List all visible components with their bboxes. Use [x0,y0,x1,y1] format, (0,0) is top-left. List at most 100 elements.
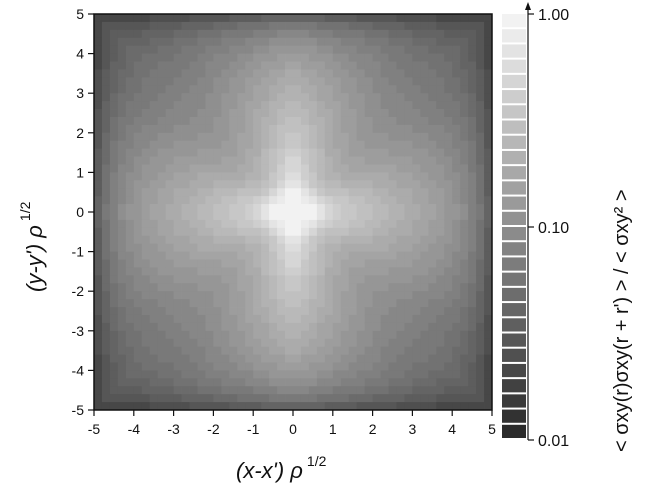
heatmap-cell [436,14,445,23]
heatmap-cell [412,259,421,268]
heatmap-cell [285,267,294,276]
heatmap-cell [468,314,477,324]
heatmap-cell [157,204,167,213]
heatmap-cell [293,227,302,237]
heatmap-cell [396,362,405,371]
heatmap-cell [261,338,270,348]
heatmap-cell [101,45,111,54]
heatmap-cell [173,283,182,292]
heatmap-cell [229,21,238,31]
heatmap-cell [436,61,445,70]
heatmap-cell [213,267,222,276]
heatmap-cell [221,140,230,150]
heatmap-cell [245,61,254,70]
heatmap-cell [468,386,477,395]
heatmap-cell [213,45,222,54]
heatmap-cell [133,156,143,165]
heatmap-cell [452,346,461,355]
heatmap-cell [372,267,381,276]
heatmap-cell [380,85,389,94]
heatmap-cell [277,37,286,47]
heatmap-cell [348,212,358,221]
heatmap-cell [332,267,342,276]
heatmap-cell [388,219,397,229]
heatmap-cell [269,101,278,110]
heatmap-cell [245,267,254,276]
heatmap-cell [436,386,445,395]
heatmap-cell [285,140,294,150]
heatmap-cell [364,291,373,300]
heatmap-cell [332,322,342,332]
heatmap-cell [300,212,310,221]
heatmap-cell [189,14,198,23]
heatmap-cell [205,29,214,39]
heatmap-cell [245,212,254,221]
heatmap-cell [300,378,310,387]
heatmap-cell [117,267,127,276]
heatmap-cell [165,370,174,379]
y-tick-label: 5 [76,6,84,22]
heatmap-cell [189,394,198,403]
heatmap-cell [197,37,206,47]
heatmap-cell [253,77,262,86]
heatmap-cell [300,116,310,126]
heatmap-cell [396,235,405,245]
heatmap-cell [181,69,190,78]
heatmap-cell [436,275,445,284]
heatmap-cell [181,164,190,173]
heatmap-cell [141,259,151,268]
heatmap-cell [117,299,127,308]
colorbar-swatch [502,272,526,286]
heatmap-cell [269,283,278,292]
heatmap-cell [285,283,294,292]
heatmap-cell [348,37,358,47]
heatmap-cell [205,386,214,395]
heatmap-cell [388,180,397,189]
heatmap-cell [300,109,310,118]
heatmap-cell [444,37,453,47]
heatmap-cell [428,21,437,31]
heatmap-cell [300,196,310,205]
heatmap-cell [404,148,413,157]
heatmap-cell [332,283,342,292]
heatmap-cell [372,69,381,78]
heatmap-cell [197,338,206,348]
heatmap-cell [324,14,334,23]
heatmap-cell [404,180,413,189]
heatmap-cell [261,346,270,355]
heatmap-cell [396,354,405,363]
heatmap-cell [253,29,262,39]
heatmap-cell [181,212,190,221]
heatmap-cell [468,354,477,363]
heatmap-cell [189,243,198,252]
heatmap-cell [285,172,294,181]
heatmap-cell [404,227,413,237]
heatmap-cell [205,338,214,348]
heatmap-cell [380,14,389,23]
heatmap-cell [452,196,461,205]
heatmap-cell [133,402,143,411]
heatmap-cell [332,45,342,54]
heatmap-cell [109,322,119,332]
heatmap-cell [101,227,111,237]
heatmap-cell [253,85,262,94]
heatmap-cell [253,69,262,78]
heatmap-cell [316,299,326,308]
heatmap-cell [364,53,373,62]
heatmap-cell [340,259,350,268]
heatmap-cell [452,14,461,23]
heatmap-cell [428,45,437,54]
heatmap-cell [213,227,222,237]
heatmap-cell [269,69,278,78]
heatmap-cell [300,275,310,284]
heatmap-cell [412,299,421,308]
heatmap-cell [109,299,119,308]
heatmap-cell [324,370,334,379]
heatmap-cell [332,204,342,213]
heatmap-cell [308,93,318,102]
heatmap-cell [229,330,238,340]
heatmap-cell [372,259,381,268]
heatmap-cell [316,378,326,387]
heatmap-cell [221,45,230,54]
